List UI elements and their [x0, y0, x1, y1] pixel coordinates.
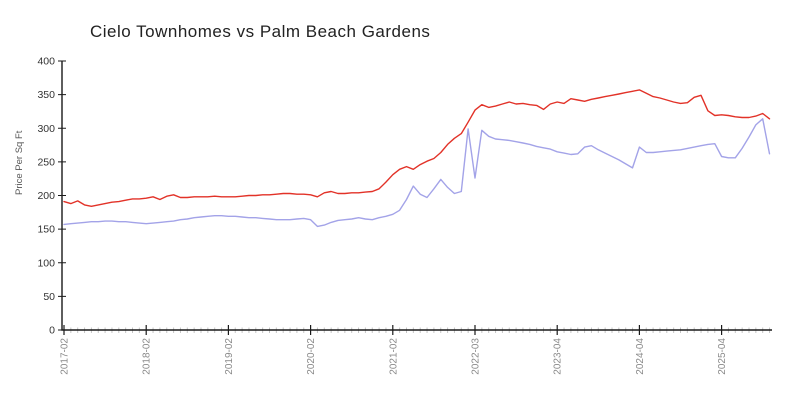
- y-tick-label: 400: [37, 56, 55, 68]
- y-tick-label: 200: [37, 190, 55, 202]
- y-tick-label: 150: [37, 224, 55, 236]
- y-tick-label: 50: [43, 291, 55, 303]
- x-tick-label: 2021-02: [388, 338, 399, 375]
- x-tick-label: 2025-04: [717, 338, 728, 375]
- y-tick-label: 300: [37, 123, 55, 135]
- x-tick-label: 2024-04: [635, 338, 646, 375]
- chart-title: Cielo Townhomes vs Palm Beach Gardens: [90, 22, 431, 41]
- x-tick-label: 2022-03: [471, 338, 482, 375]
- y-tick-label: 0: [49, 325, 55, 337]
- x-tick-label: 2017-02: [60, 338, 71, 375]
- x-tick-label: 2023-04: [553, 338, 564, 375]
- series-line-palm-beach-gardens: [63, 118, 771, 228]
- x-tick-label: 2020-02: [306, 338, 317, 375]
- x-tick-label: 2019-02: [224, 338, 235, 375]
- x-tick-label: 2018-02: [142, 338, 153, 375]
- series-line-cielo-townhomes: [63, 89, 771, 208]
- y-tick-label: 100: [37, 257, 55, 269]
- y-tick-label: 250: [37, 156, 55, 168]
- y-tick-label: 350: [37, 89, 55, 101]
- axis-spine: [61, 61, 772, 331]
